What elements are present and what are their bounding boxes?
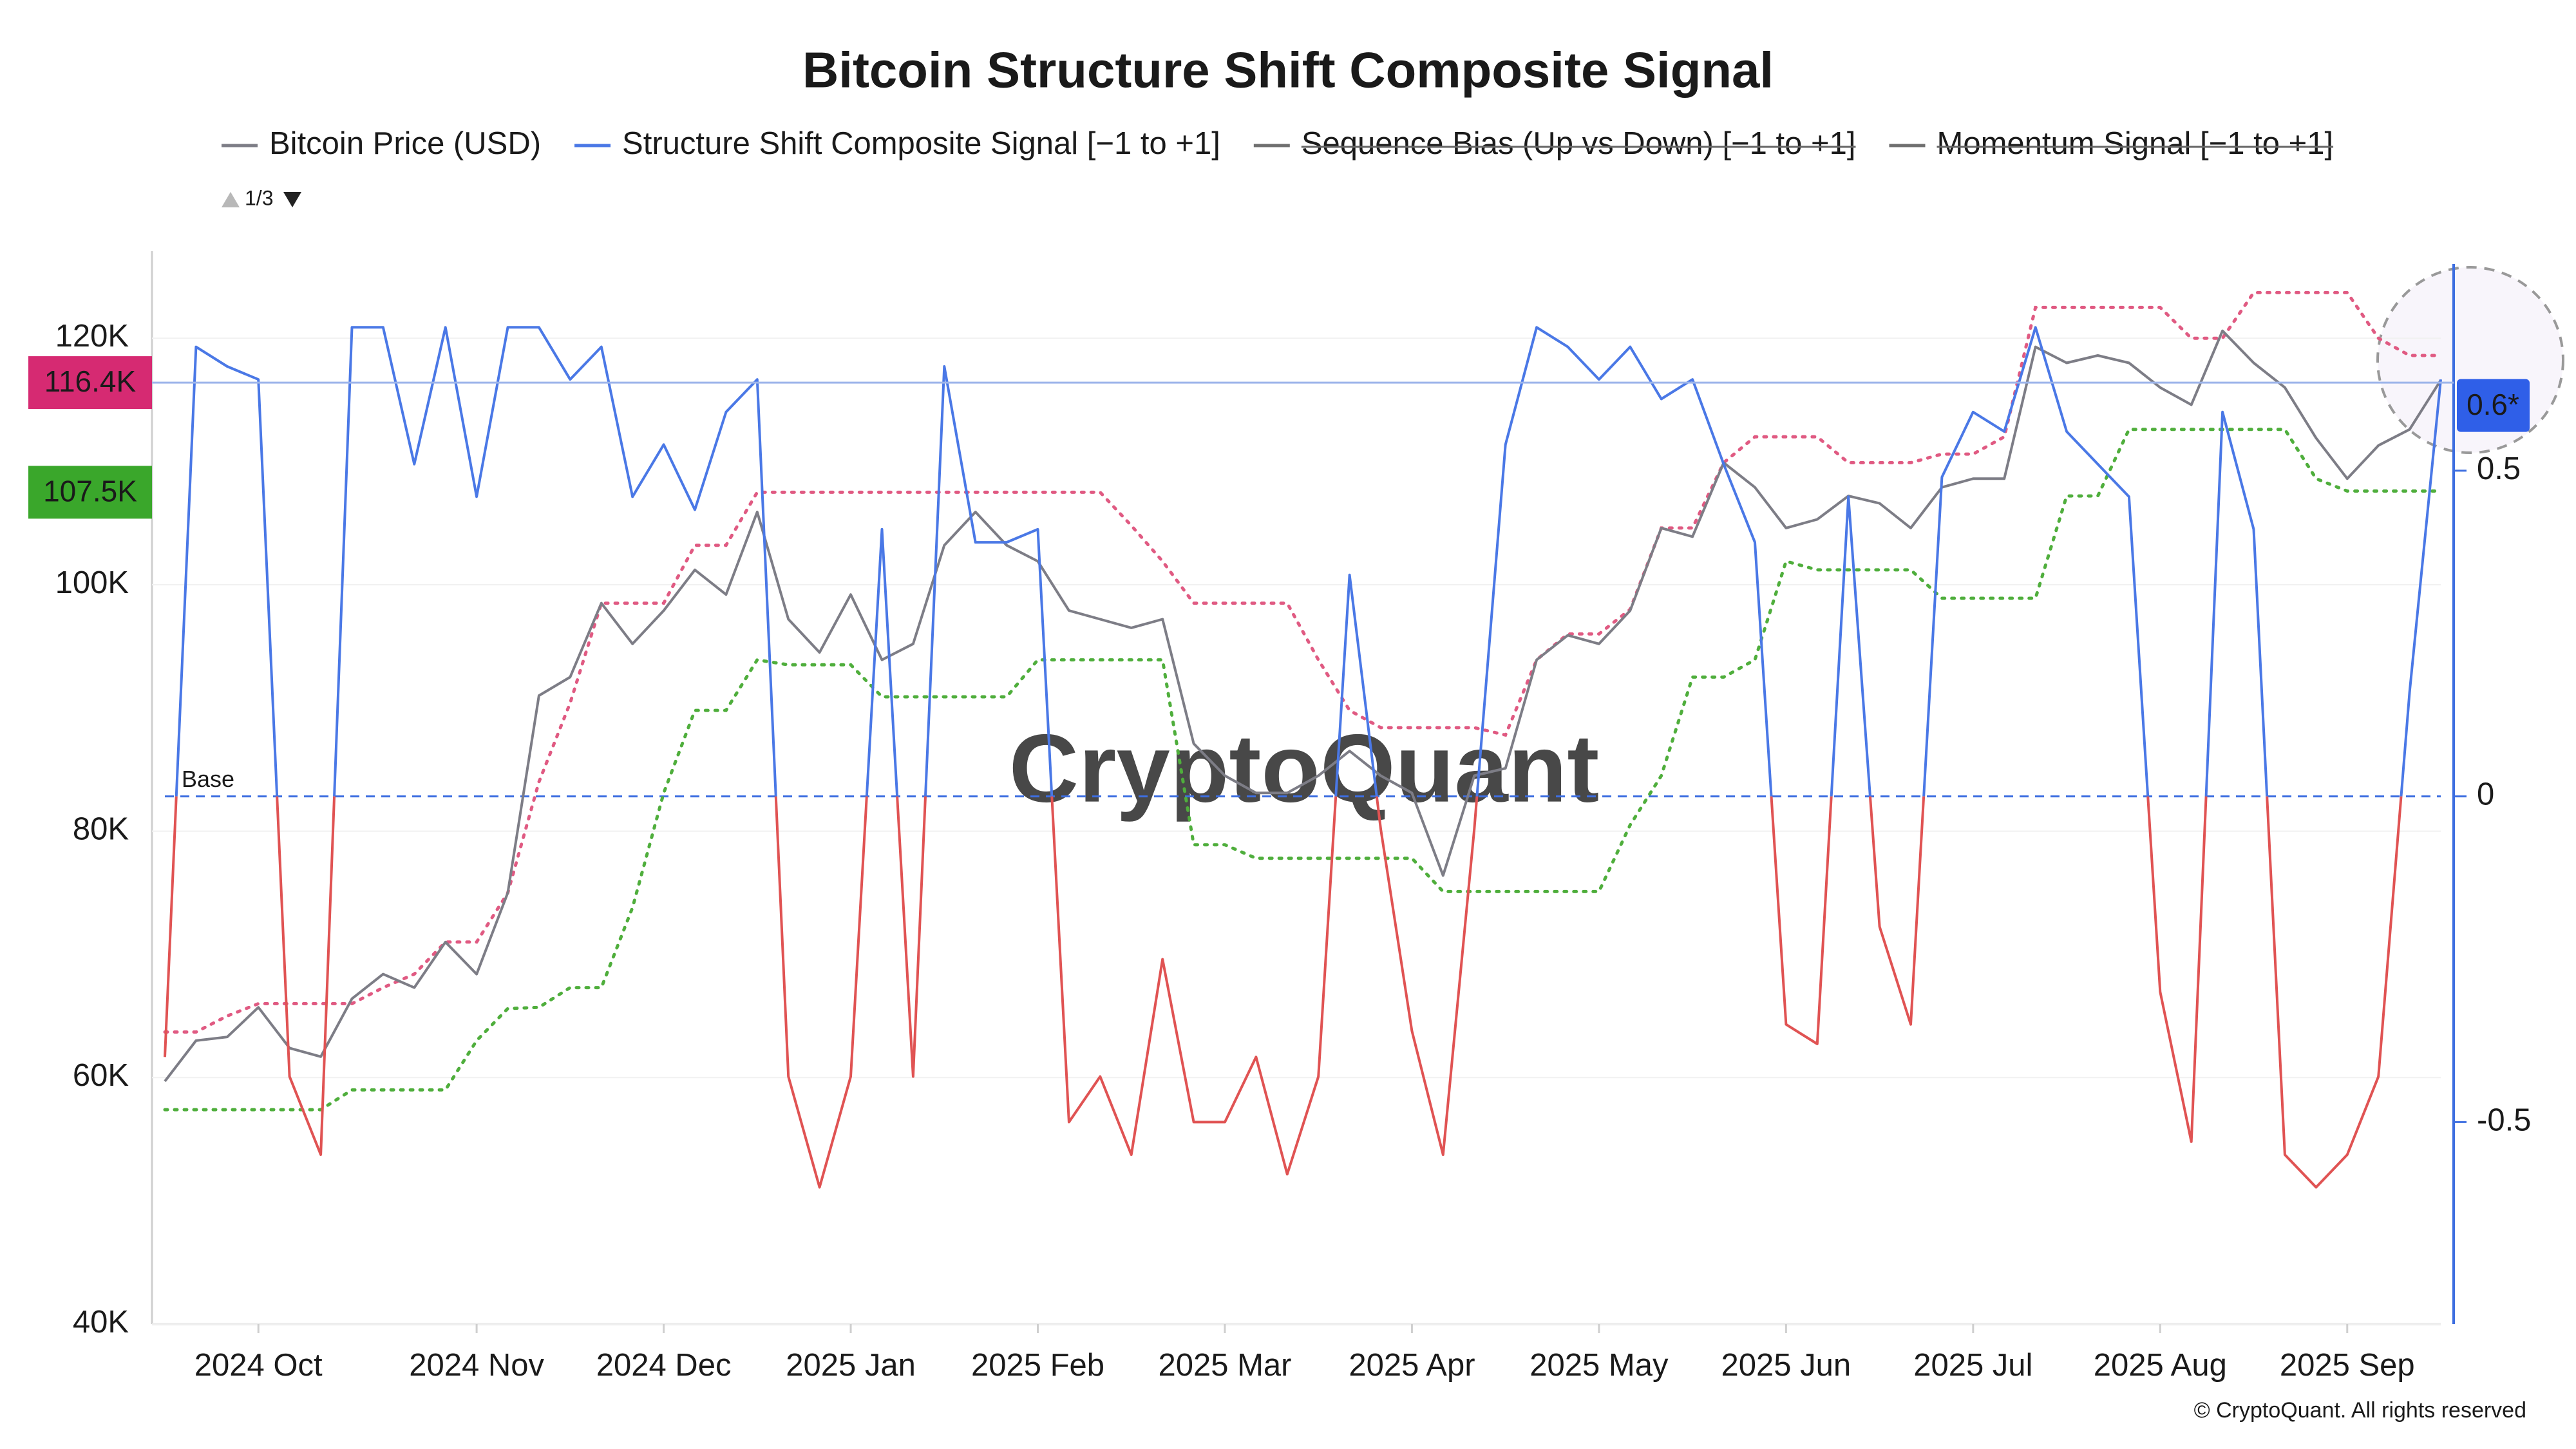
x-tick-label: 2025 Jul — [1913, 1348, 2032, 1383]
badge-label: 116.4K — [44, 365, 137, 398]
y-tick-label: 60K — [73, 1058, 129, 1093]
x-tick-label: 2024 Nov — [409, 1348, 544, 1383]
x-tick-label: 2025 Jan — [786, 1348, 916, 1383]
y-tick-label: 120K — [55, 319, 129, 354]
y-tick-label: 80K — [73, 812, 129, 847]
badge-label: 107.5K — [43, 475, 137, 508]
x-tick-label: 2024 Oct — [194, 1348, 323, 1383]
x-tick-label: 2025 Sep — [2280, 1348, 2415, 1383]
x-tick-label: 2024 Dec — [596, 1348, 732, 1383]
value-badge — [28, 356, 152, 410]
x-tick-label: 2025 Feb — [971, 1348, 1104, 1383]
baseline-label: Base — [182, 766, 234, 792]
y2-tick-label: 0 — [2477, 777, 2494, 812]
pager-text: 1/3 — [245, 186, 273, 209]
y2-tick-label: 0.5 — [2477, 451, 2521, 486]
badge-label: 0.6* — [2467, 388, 2519, 421]
credit: © CryptoQuant. All rights reserved — [2194, 1398, 2526, 1423]
chart-title: Bitcoin Structure Shift Composite Signal — [802, 42, 1774, 99]
value-badge — [28, 466, 152, 519]
legend: Bitcoin Price (USD) Structure Shift Compo… — [222, 126, 2334, 161]
legend-pager: 1/3 — [222, 186, 301, 209]
legend-label[interactable]: Bitcoin Price (USD) — [269, 126, 541, 161]
band-line — [163, 428, 2443, 1112]
signal-line-negative — [164, 796, 2403, 1189]
x-tick-label: 2025 Apr — [1349, 1348, 1475, 1383]
y-tick-label: 100K — [55, 565, 129, 600]
band-line — [163, 290, 2443, 1034]
x-tick-label: 2025 Jun — [1721, 1348, 1852, 1383]
x-tick-label: 2025 Aug — [2094, 1348, 2227, 1383]
price-line — [164, 329, 2442, 1083]
pager-up[interactable] — [222, 192, 240, 207]
pager-down[interactable] — [283, 192, 301, 207]
x-tick-label: 2025 May — [1530, 1348, 1669, 1383]
signal-line-positive — [175, 326, 2442, 797]
legend-label[interactable]: Structure Shift Composite Signal [−1 to … — [622, 126, 1220, 161]
y-tick-label: 40K — [73, 1305, 129, 1340]
x-tick-label: 2025 Mar — [1158, 1348, 1291, 1383]
value-badge — [2457, 379, 2530, 432]
legend-label[interactable]: Momentum Signal [−1 to +1] — [1937, 126, 2334, 161]
legend-label[interactable]: Sequence Bias (Up vs Down) [−1 to +1] — [1302, 126, 1856, 161]
watermark: CryptoQuant — [1009, 714, 1600, 822]
y2-tick-label: -0.5 — [2477, 1103, 2531, 1137]
